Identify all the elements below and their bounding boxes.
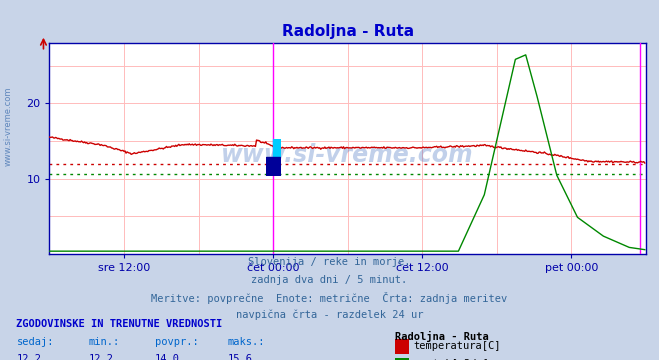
Text: navpična črta - razdelek 24 ur: navpična črta - razdelek 24 ur	[236, 309, 423, 320]
Text: 12,2: 12,2	[16, 354, 42, 360]
Text: zadnja dva dni / 5 minut.: zadnja dva dni / 5 minut.	[251, 275, 408, 285]
Text: sedaj:: sedaj:	[16, 337, 54, 347]
Text: www.si-vreme.com: www.si-vreme.com	[3, 86, 13, 166]
Text: 14,0: 14,0	[155, 354, 180, 360]
Text: Radoljna - Ruta: Radoljna - Ruta	[395, 331, 489, 342]
Text: Meritve: povprečne  Enote: metrične  Črta: zadnja meritev: Meritve: povprečne Enote: metrične Črta:…	[152, 292, 507, 304]
Text: www.si-vreme.com: www.si-vreme.com	[221, 143, 474, 167]
Text: 15,6: 15,6	[227, 354, 252, 360]
Text: min.:: min.:	[89, 337, 120, 347]
Text: pretok[m3/s]: pretok[m3/s]	[414, 359, 489, 360]
Text: povpr.:: povpr.:	[155, 337, 198, 347]
Text: ZGODOVINSKE IN TRENUTNE VREDNOSTI: ZGODOVINSKE IN TRENUTNE VREDNOSTI	[16, 319, 223, 329]
Text: Slovenija / reke in morje.: Slovenija / reke in morje.	[248, 257, 411, 267]
Text: maks.:: maks.:	[227, 337, 265, 347]
Text: temperatura[C]: temperatura[C]	[414, 341, 501, 351]
Text: 12,2: 12,2	[89, 354, 114, 360]
Title: Radoljna - Ruta: Radoljna - Ruta	[281, 24, 414, 39]
